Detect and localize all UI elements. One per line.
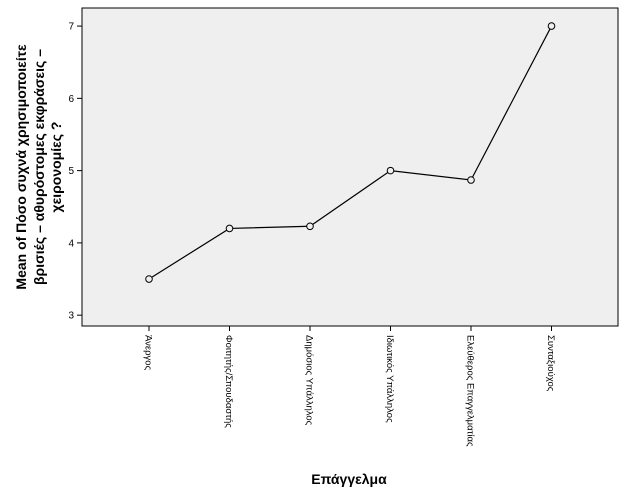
y-axis-title: Mean of Πόσο συχνά χρησιμοποιείτε βρισιές… bbox=[13, 44, 64, 290]
x-tick-label: Ελεύθερος Επαγγελματίας bbox=[465, 335, 476, 447]
y-tick-label: 4 bbox=[68, 238, 74, 249]
data-point bbox=[225, 224, 234, 233]
data-point bbox=[145, 275, 153, 283]
x-tick-label: Φοιτητής/Σπουδαστής bbox=[223, 335, 234, 428]
series-polyline bbox=[148, 25, 553, 280]
data-point bbox=[547, 22, 556, 30]
x-tick-label: Άνεργος bbox=[143, 335, 154, 371]
y-tick-label: 5 bbox=[68, 166, 74, 177]
data-point bbox=[386, 166, 395, 175]
y-tick-label: 7 bbox=[68, 22, 74, 33]
y-tick-label: 6 bbox=[68, 94, 74, 105]
y-axis-title-line: χειρονομίες ? bbox=[48, 122, 64, 213]
x-axis: Άνεργος Φοιτητής/Σπουδαστής Δημόσιος Υπάλλ… bbox=[143, 326, 556, 447]
x-tick-label: Δημόσιος Υπάλληλος bbox=[304, 335, 315, 426]
x-tick-label: Συνταξιούχος bbox=[545, 335, 556, 392]
x-tick-label: Ιδιωτικός Υπάλληλος bbox=[384, 335, 395, 423]
x-axis-title: Επάγγελμα bbox=[311, 471, 387, 487]
y-axis-title-line: Mean of Πόσο συχνά χρησιμοποιείτε bbox=[13, 44, 29, 290]
data-point bbox=[306, 222, 314, 231]
plot-area bbox=[81, 7, 619, 327]
y-axis-title-line: βρισιές – αθυρόστομες εκφράσεις – bbox=[31, 49, 47, 285]
data-point bbox=[467, 176, 475, 184]
y-tick-label: 3 bbox=[68, 311, 74, 322]
series-line bbox=[145, 22, 556, 283]
y-axis: 3 4 5 6 7 bbox=[68, 22, 82, 322]
